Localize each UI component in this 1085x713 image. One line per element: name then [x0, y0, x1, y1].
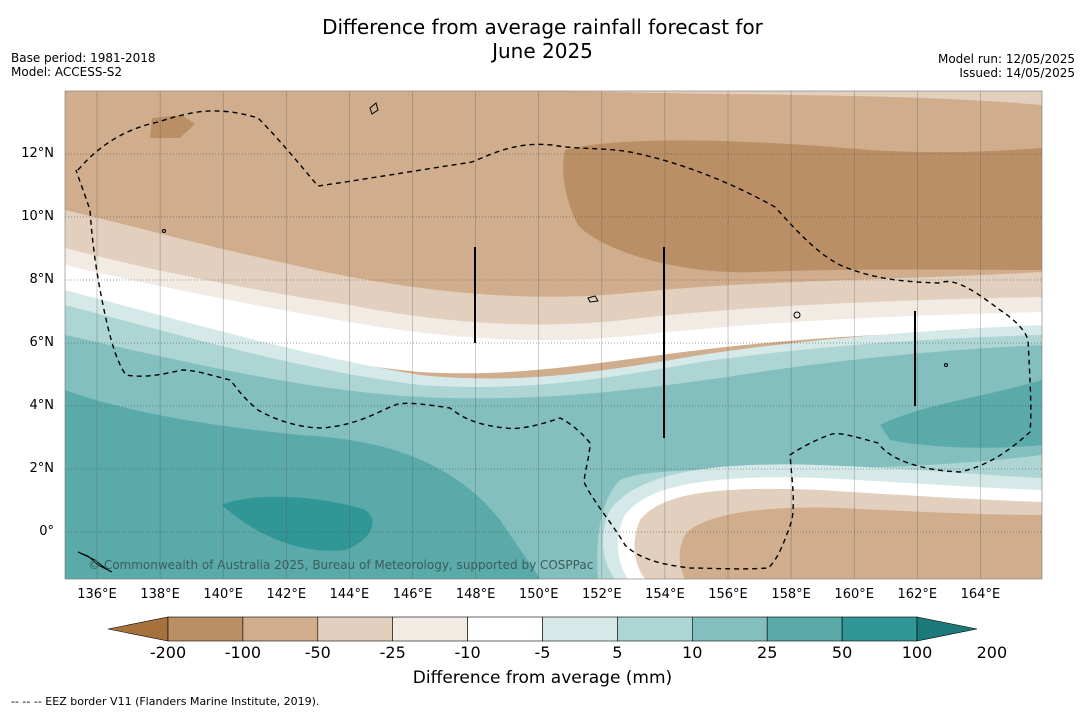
colorbar-tick-label: 50	[831, 643, 853, 662]
longitude-label: 158°E	[771, 587, 811, 602]
colorbar-segment	[467, 616, 543, 642]
colorbar-segment	[242, 616, 319, 642]
colorbar	[107, 616, 978, 642]
colorbar-title: Difference from average (mm)	[412, 668, 673, 688]
longitude-label: 146°E	[392, 587, 433, 602]
latitude-label: 0°	[39, 524, 54, 539]
colorbar-tick-label: -200	[149, 643, 187, 662]
colorbar-arrow-high	[916, 616, 978, 642]
longitude-label: 154°E	[645, 587, 685, 602]
colorbar-segment	[167, 616, 244, 642]
longitude-label: 160°E	[834, 587, 874, 602]
longitude-label: 164°E	[960, 587, 1001, 602]
longitude-label: 144°E	[329, 587, 370, 602]
longitude-label: 142°E	[266, 587, 307, 602]
colorbar-segment	[317, 616, 393, 642]
colorbar-tick-label: -25	[379, 643, 406, 662]
latitude-label: 4°N	[29, 398, 55, 413]
colorbar-tick-label: 100	[901, 643, 933, 662]
map-title-line2: June 2025	[492, 39, 593, 63]
longitude-label: 150°E	[518, 587, 559, 602]
latitude-label: 8°N	[29, 272, 55, 287]
colorbar-tick-label: 10	[682, 643, 703, 662]
latitude-label: 10°N	[21, 209, 54, 224]
issued-date: Issued: 14/05/2025	[959, 66, 1075, 80]
latitude-label: 12°N	[21, 146, 54, 161]
longitude-label: 140°E	[203, 587, 243, 602]
longitude-label: 136°E	[77, 587, 117, 602]
colorbar-tick-label: 5	[612, 643, 623, 662]
colorbar-tick-label: -50	[304, 643, 331, 662]
base-period: Base period: 1981-2018	[11, 51, 156, 65]
latitude-label: 6°N	[29, 335, 55, 350]
eez-footnote: -- -- -- EEZ border V11 (Flanders Marine…	[11, 695, 320, 708]
longitude-label: 156°E	[708, 587, 748, 602]
colorbar-tick-label: -5	[534, 643, 551, 662]
base-info: Base period: 1981-2018 Model: ACCESS-S2	[11, 51, 156, 79]
longitude-label: 162°E	[897, 587, 938, 602]
colorbar-tick-label: 25	[757, 643, 778, 662]
eez-border	[75, 110, 1032, 570]
islands	[77, 102, 948, 573]
colorbar-segment	[392, 616, 468, 642]
longitude-label: 152°E	[582, 587, 622, 602]
colorbar-segment	[841, 616, 918, 642]
map-contours	[65, 91, 1042, 579]
colorbar-arrow-low	[107, 616, 169, 642]
model-name: Model: ACCESS-S2	[11, 65, 123, 79]
map-title-line1: Difference from average rainfall forecas…	[322, 15, 763, 39]
colorbar-tick-label: 200	[976, 643, 1008, 662]
colorbar-segment	[617, 616, 693, 642]
longitude-label: 148°E	[455, 587, 496, 602]
latitude-label: 2°N	[29, 461, 55, 476]
colorbar-segment	[691, 616, 768, 642]
colorbar-tick-label: -10	[454, 643, 481, 662]
run-info: Model run: 12/05/2025 Issued: 14/05/2025	[938, 52, 1075, 80]
copyright-text: © Commonwealth of Australia 2025, Bureau…	[88, 558, 594, 572]
longitude-label: 138°E	[140, 587, 180, 602]
colorbar-segment	[542, 616, 618, 642]
colorbar-segment	[766, 616, 843, 642]
model-run: Model run: 12/05/2025	[937, 52, 1075, 66]
colorbar-tick-label: -100	[224, 643, 262, 662]
marker-lines	[474, 247, 916, 438]
